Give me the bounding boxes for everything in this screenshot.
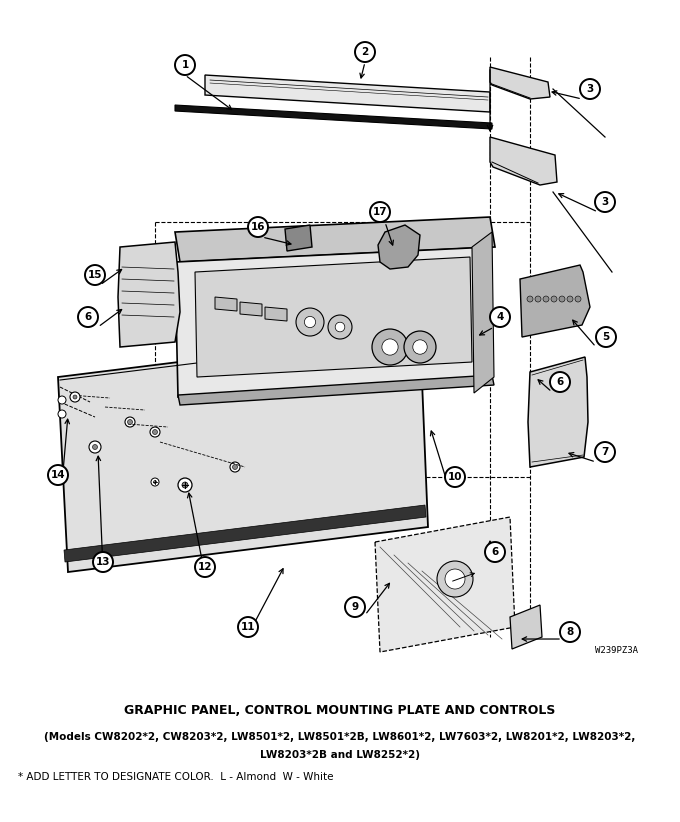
Circle shape (238, 617, 258, 637)
Circle shape (233, 464, 237, 469)
Circle shape (125, 417, 135, 427)
Polygon shape (520, 265, 590, 337)
Circle shape (372, 329, 408, 365)
Text: 6: 6 (492, 547, 498, 557)
Circle shape (178, 478, 192, 492)
Polygon shape (175, 247, 492, 397)
Polygon shape (528, 357, 588, 467)
Polygon shape (510, 605, 542, 649)
Circle shape (89, 441, 101, 453)
Circle shape (485, 542, 505, 562)
Polygon shape (472, 232, 494, 393)
Text: 16: 16 (251, 222, 265, 232)
Circle shape (58, 410, 66, 418)
Circle shape (175, 55, 195, 75)
Text: 6: 6 (84, 312, 92, 322)
Text: 12: 12 (198, 562, 212, 572)
Circle shape (535, 296, 541, 302)
Circle shape (382, 339, 398, 355)
Circle shape (445, 569, 465, 589)
Polygon shape (195, 257, 472, 377)
Polygon shape (240, 302, 262, 316)
Text: 10: 10 (447, 472, 462, 482)
Circle shape (58, 396, 66, 404)
Circle shape (550, 372, 570, 392)
Circle shape (93, 552, 113, 572)
Circle shape (345, 597, 365, 617)
Text: 2: 2 (361, 47, 369, 57)
Text: 8: 8 (566, 627, 574, 637)
Circle shape (230, 462, 240, 472)
Text: 4: 4 (496, 312, 504, 322)
Circle shape (328, 315, 352, 339)
Circle shape (437, 561, 473, 597)
Text: 1: 1 (182, 60, 188, 70)
Polygon shape (178, 375, 494, 405)
Circle shape (543, 296, 549, 302)
Circle shape (92, 445, 97, 450)
Text: (Models CW8202*2, CW8203*2, LW8501*2, LW8501*2B, LW8601*2, LW7603*2, LW8201*2, L: (Models CW8202*2, CW8203*2, LW8501*2, LW… (44, 732, 636, 742)
Circle shape (551, 296, 557, 302)
Circle shape (152, 430, 158, 435)
Polygon shape (175, 217, 495, 262)
Circle shape (48, 465, 68, 485)
Polygon shape (285, 225, 312, 251)
Circle shape (575, 296, 581, 302)
Circle shape (73, 395, 77, 399)
Circle shape (296, 308, 324, 336)
Text: 3: 3 (586, 84, 594, 94)
Circle shape (355, 42, 375, 62)
Polygon shape (58, 332, 428, 572)
Circle shape (596, 327, 616, 347)
Circle shape (85, 265, 105, 285)
Polygon shape (378, 225, 420, 269)
Text: 17: 17 (373, 207, 388, 217)
Circle shape (151, 478, 159, 486)
Circle shape (595, 192, 615, 212)
Text: * ADD LETTER TO DESIGNATE COLOR.  L - Almond  W - White: * ADD LETTER TO DESIGNATE COLOR. L - Alm… (18, 772, 333, 782)
Circle shape (154, 481, 156, 483)
Circle shape (128, 419, 133, 424)
Polygon shape (118, 242, 180, 347)
Text: 6: 6 (556, 377, 564, 387)
Circle shape (370, 202, 390, 222)
Text: 7: 7 (601, 447, 609, 457)
Circle shape (559, 296, 565, 302)
Text: 14: 14 (51, 470, 65, 480)
Text: 3: 3 (601, 197, 609, 207)
Polygon shape (64, 505, 426, 562)
Polygon shape (375, 517, 515, 652)
Circle shape (527, 296, 533, 302)
Polygon shape (215, 297, 237, 311)
Circle shape (580, 79, 600, 99)
Circle shape (305, 316, 316, 328)
Circle shape (195, 557, 215, 577)
Circle shape (404, 331, 436, 363)
Text: 15: 15 (88, 270, 102, 280)
Polygon shape (490, 67, 550, 99)
Circle shape (248, 217, 268, 237)
Polygon shape (205, 75, 490, 112)
Text: W239PZ3A: W239PZ3A (595, 646, 638, 655)
Text: 11: 11 (241, 622, 255, 632)
Circle shape (445, 467, 465, 487)
Polygon shape (175, 105, 492, 129)
Circle shape (560, 622, 580, 642)
Text: 9: 9 (352, 602, 358, 612)
Circle shape (78, 307, 98, 327)
Circle shape (595, 442, 615, 462)
Text: 13: 13 (96, 557, 110, 567)
Polygon shape (265, 307, 287, 321)
Text: LW8203*2B and LW8252*2): LW8203*2B and LW8252*2) (260, 750, 420, 760)
Polygon shape (490, 137, 557, 185)
Circle shape (413, 339, 427, 354)
Circle shape (182, 482, 188, 488)
Text: 5: 5 (602, 332, 610, 342)
Text: GRAPHIC PANEL, CONTROL MOUNTING PLATE AND CONTROLS: GRAPHIC PANEL, CONTROL MOUNTING PLATE AN… (124, 704, 556, 717)
Circle shape (490, 307, 510, 327)
Circle shape (150, 427, 160, 437)
Circle shape (70, 392, 80, 402)
Circle shape (335, 322, 345, 332)
Circle shape (567, 296, 573, 302)
